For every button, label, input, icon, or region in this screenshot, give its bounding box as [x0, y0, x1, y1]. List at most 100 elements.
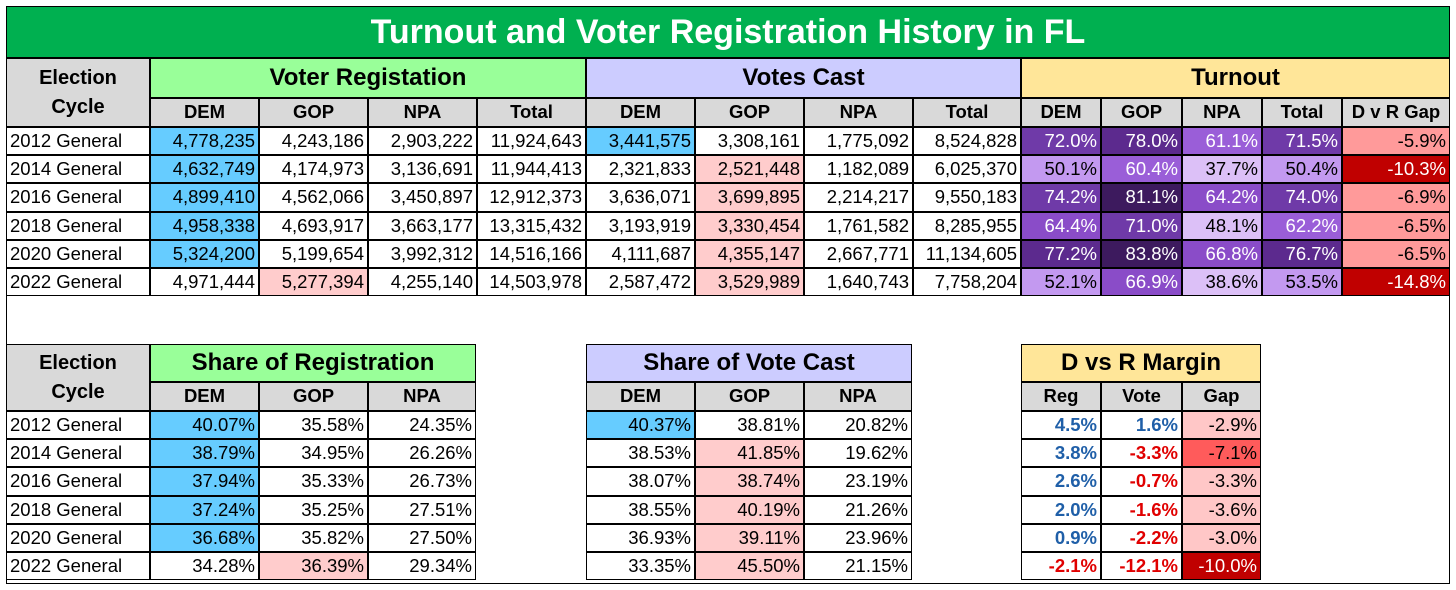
share-reg-value[interactable]: 37.24% [150, 496, 259, 524]
votes-value[interactable]: 2,667,771 [804, 240, 913, 268]
votes-value[interactable]: 2,521,448 [695, 155, 804, 183]
votes-value[interactable]: 3,699,895 [695, 183, 804, 212]
margin-value[interactable]: -1.6% [1101, 496, 1182, 524]
cycle-cell[interactable]: 2012 General [6, 127, 150, 155]
share-reg-value[interactable]: 38.79% [150, 439, 259, 467]
reg-value[interactable]: 4,243,186 [259, 127, 368, 155]
votes-value[interactable]: 9,550,183 [913, 183, 1021, 212]
share-reg-value[interactable]: 24.35% [368, 411, 476, 439]
margin-value[interactable]: 2.0% [1021, 496, 1101, 524]
gap-value[interactable]: -5.9% [1342, 127, 1450, 155]
votes-value[interactable]: 2,587,472 [586, 268, 695, 296]
turnout-value[interactable]: 60.4% [1101, 155, 1182, 183]
votes-value[interactable]: 3,193,919 [586, 212, 695, 240]
turnout-col-0[interactable]: DEM [1021, 98, 1101, 127]
share-vote-value[interactable]: 38.55% [586, 496, 695, 524]
turnout-header[interactable]: Turnout [1021, 58, 1450, 98]
margin-col-vote[interactable]: Vote [1101, 382, 1182, 411]
turnout-value[interactable]: 50.1% [1021, 155, 1101, 183]
share-vote-value[interactable]: 39.11% [695, 524, 804, 552]
share-vote-value[interactable]: 23.96% [804, 524, 912, 552]
reg-value[interactable]: 13,315,432 [477, 212, 586, 240]
reg-col-dem[interactable]: DEM [150, 98, 259, 127]
share-reg-col-npa[interactable]: NPA [368, 382, 476, 411]
gap-value[interactable]: -10.3% [1342, 155, 1450, 183]
margin-value[interactable]: 3.8% [1021, 439, 1101, 467]
votes-col-dem[interactable]: DEM [586, 98, 695, 127]
turnout-value[interactable]: 64.4% [1021, 212, 1101, 240]
share-vote-col-npa[interactable]: NPA [804, 382, 912, 411]
share-reg-value[interactable]: 35.82% [259, 524, 368, 552]
share-reg-value[interactable]: 36.39% [259, 552, 368, 580]
reg-value[interactable]: 4,778,235 [150, 127, 259, 155]
turnout-value[interactable]: 74.0% [1262, 183, 1342, 212]
votes-value[interactable]: 3,636,071 [586, 183, 695, 212]
turnout-value[interactable]: 71.0% [1101, 212, 1182, 240]
gap-value[interactable]: -14.8% [1342, 268, 1450, 296]
reg-value[interactable]: 5,324,200 [150, 240, 259, 268]
turnout-value[interactable]: 78.0% [1101, 127, 1182, 155]
reg-value[interactable]: 12,912,373 [477, 183, 586, 212]
reg-col-total[interactable]: Total [477, 98, 586, 127]
share-vote-value[interactable]: 38.81% [695, 411, 804, 439]
margin-gap-value[interactable]: -3.3% [1182, 467, 1261, 496]
votes-cast-header[interactable]: Votes Cast [586, 58, 1021, 98]
cycle-cell[interactable]: 2020 General [6, 524, 150, 552]
turnout-col-1[interactable]: GOP [1101, 98, 1182, 127]
share-vote-value[interactable]: 40.37% [586, 411, 695, 439]
turnout-value[interactable]: 74.2% [1021, 183, 1101, 212]
reg-col-gop[interactable]: GOP [259, 98, 368, 127]
margin-value[interactable]: 2.6% [1021, 467, 1101, 496]
share-vote-value[interactable]: 20.82% [804, 411, 912, 439]
share-vote-value[interactable]: 41.85% [695, 439, 804, 467]
gap-value[interactable]: -6.9% [1342, 183, 1450, 212]
cycle-cell[interactable]: 2016 General [6, 467, 150, 496]
gap-value[interactable]: -6.5% [1342, 240, 1450, 268]
margin-value[interactable]: -0.7% [1101, 467, 1182, 496]
margin-col-reg[interactable]: Reg [1021, 382, 1101, 411]
turnout-value[interactable]: 66.8% [1182, 240, 1262, 268]
share-reg-value[interactable]: 27.51% [368, 496, 476, 524]
reg-value[interactable]: 14,516,166 [477, 240, 586, 268]
share-vote-value[interactable]: 38.07% [586, 467, 695, 496]
reg-value[interactable]: 3,992,312 [368, 240, 477, 268]
reg-value[interactable]: 3,136,691 [368, 155, 477, 183]
cycle-cell[interactable]: 2022 General [6, 268, 150, 296]
share-vote-value[interactable]: 40.19% [695, 496, 804, 524]
share-reg-value[interactable]: 26.73% [368, 467, 476, 496]
turnout-value[interactable]: 76.7% [1262, 240, 1342, 268]
margin-value[interactable]: 4.5% [1021, 411, 1101, 439]
turnout-value[interactable]: 38.6% [1182, 268, 1262, 296]
turnout-col-2[interactable]: NPA [1182, 98, 1262, 127]
margin-header[interactable]: D vs R Margin [1021, 344, 1261, 382]
votes-value[interactable]: 7,758,204 [913, 268, 1021, 296]
cycle-cell[interactable]: 2022 General [6, 552, 150, 580]
reg-value[interactable]: 2,903,222 [368, 127, 477, 155]
reg-value[interactable]: 4,958,338 [150, 212, 259, 240]
reg-value[interactable]: 4,562,066 [259, 183, 368, 212]
turnout-value[interactable]: 62.2% [1262, 212, 1342, 240]
share-vote-value[interactable]: 33.35% [586, 552, 695, 580]
votes-col-total[interactable]: Total [913, 98, 1021, 127]
margin-value[interactable]: -12.1% [1101, 552, 1182, 580]
share-reg-value[interactable]: 37.94% [150, 467, 259, 496]
turnout-value[interactable]: 81.1% [1101, 183, 1182, 212]
turnout-value[interactable]: 52.1% [1021, 268, 1101, 296]
cycle-cell[interactable]: 2020 General [6, 240, 150, 268]
reg-value[interactable]: 4,971,444 [150, 268, 259, 296]
share-reg-value[interactable]: 29.34% [368, 552, 476, 580]
margin-value[interactable]: -2.1% [1021, 552, 1101, 580]
share-reg-value[interactable]: 35.33% [259, 467, 368, 496]
reg-value[interactable]: 5,199,654 [259, 240, 368, 268]
votes-value[interactable]: 3,441,575 [586, 127, 695, 155]
turnout-value[interactable]: 64.2% [1182, 183, 1262, 212]
turnout-value[interactable]: 50.4% [1262, 155, 1342, 183]
cycle-cell[interactable]: 2014 General [6, 155, 150, 183]
turnout-value[interactable]: 66.9% [1101, 268, 1182, 296]
cycle-cell[interactable]: 2014 General [6, 439, 150, 467]
share-vote-value[interactable]: 19.62% [804, 439, 912, 467]
share-vote-header[interactable]: Share of Vote Cast [586, 344, 912, 382]
share-vote-col-dem[interactable]: DEM [586, 382, 695, 411]
share-reg-value[interactable]: 34.95% [259, 439, 368, 467]
margin-gap-value[interactable]: -2.9% [1182, 411, 1261, 439]
